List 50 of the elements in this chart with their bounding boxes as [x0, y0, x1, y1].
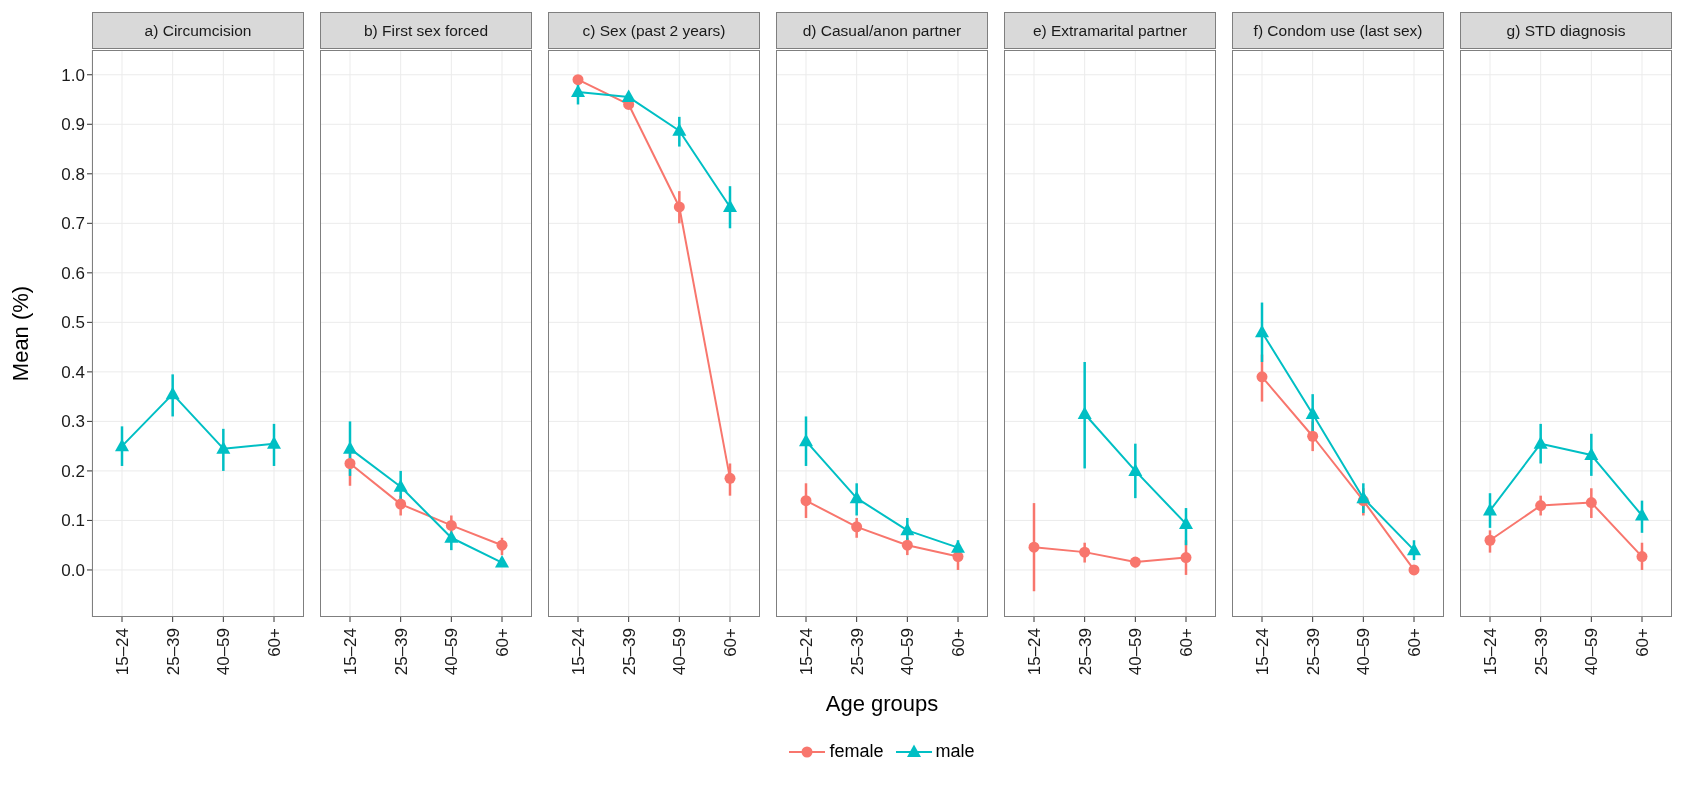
x-tick-label: 15–24 — [1481, 628, 1500, 676]
x-tick-label: 25–39 — [163, 628, 183, 676]
y-tick-label: 0.1 — [61, 511, 85, 531]
y-tick-label: 0.0 — [61, 560, 85, 580]
legend-label: female — [829, 741, 884, 762]
y-tick-label: 0.9 — [61, 115, 85, 135]
x-tick-label: 60+ — [1405, 627, 1424, 657]
y-tick-label: 1.0 — [61, 65, 85, 85]
y-tick-label: 0.8 — [61, 164, 85, 184]
chart-title: c) Sex (past 2 years) — [548, 12, 760, 49]
x-tick-label: 25–39 — [391, 628, 411, 676]
x-tick-label: 25–39 — [1303, 628, 1323, 676]
x-tick-label: 60+ — [721, 627, 740, 657]
y-axis-title: Mean (%) — [8, 285, 33, 382]
x-tick-label: 25–39 — [1075, 628, 1095, 676]
x-tick-label: 60+ — [493, 627, 512, 657]
x-tick-label: 15–24 — [797, 628, 816, 676]
chart-title: e) Extramarital partner — [1004, 12, 1216, 49]
x-tick-label: 40–59 — [670, 628, 690, 676]
x-tick-label: 60+ — [265, 627, 284, 657]
chart-title: a) Circumcision — [92, 12, 304, 49]
chart-title: f) Condom use (last sex) — [1232, 12, 1444, 49]
y-tick-label: 0.3 — [61, 412, 85, 432]
x-tick-label: 60+ — [1177, 627, 1196, 657]
x-tick-label: 15–24 — [1025, 628, 1044, 676]
y-tick-label: 0.2 — [61, 461, 85, 481]
x-tick-label: 25–39 — [1531, 628, 1551, 676]
x-tick-label: 40–59 — [442, 628, 462, 676]
x-tick-label: 40–59 — [1126, 628, 1146, 676]
x-axis-title: Age groups — [824, 691, 940, 717]
x-tick-label: 40–59 — [214, 628, 234, 676]
x-tick-label: 60+ — [949, 627, 968, 657]
y-tick-label: 0.5 — [61, 313, 85, 333]
legend-label: male — [935, 741, 975, 762]
x-tick-label: 60+ — [1633, 627, 1652, 657]
x-tick-label: 40–59 — [1354, 628, 1374, 676]
y-tick-label: 0.4 — [61, 362, 85, 382]
x-tick-label: 25–39 — [847, 628, 867, 676]
chart-title: b) First sex forced — [320, 12, 532, 49]
x-tick-label: 15–24 — [341, 628, 360, 676]
x-tick-label: 40–59 — [1582, 628, 1602, 676]
y-tick-label: 0.6 — [61, 263, 85, 283]
x-tick-label: 15–24 — [113, 628, 132, 676]
x-tick-label: 25–39 — [619, 628, 639, 676]
x-tick-label: 40–59 — [898, 628, 918, 676]
chart-title: g) STD diagnosis — [1460, 12, 1672, 49]
chart-title: d) Casual/anon partner — [776, 12, 988, 49]
y-tick-label: 0.7 — [61, 214, 85, 234]
x-tick-label: 15–24 — [569, 628, 588, 676]
x-tick-label: 15–24 — [1253, 628, 1272, 676]
